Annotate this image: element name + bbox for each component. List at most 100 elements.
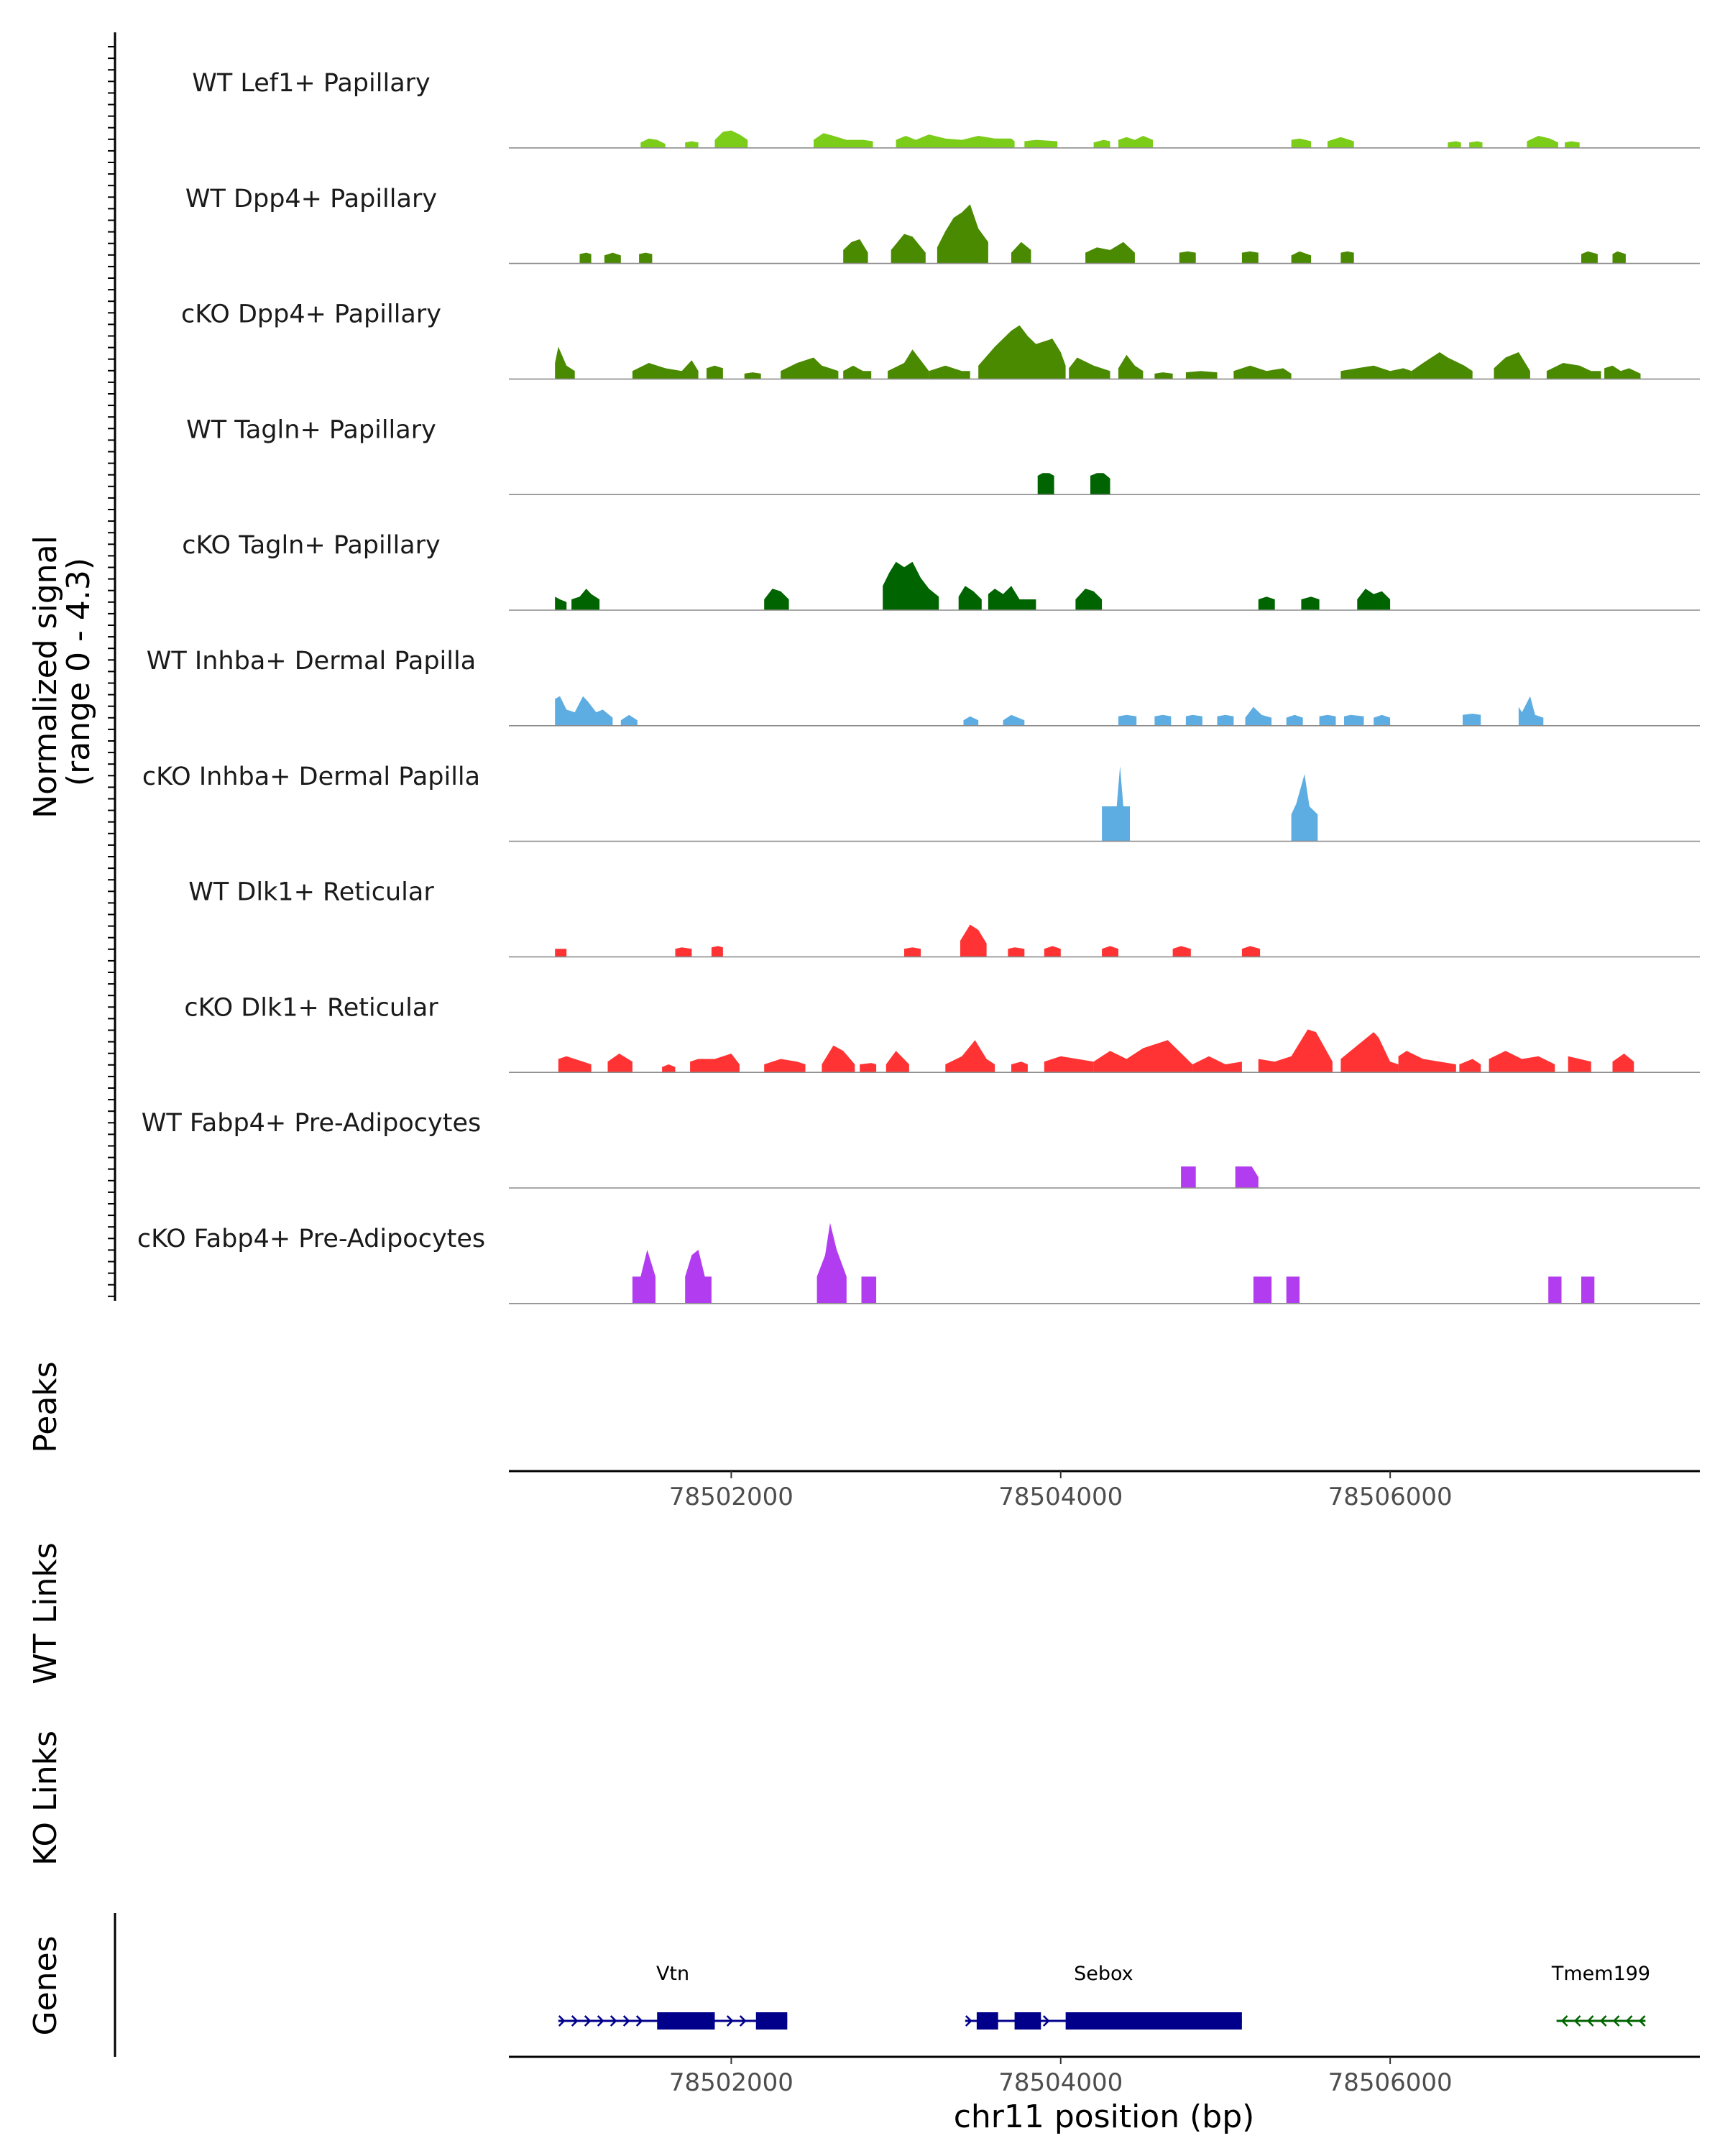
track-label-7: cKO Inhba+ Dermal Papilla <box>142 763 480 791</box>
coverage-peak <box>640 138 666 148</box>
coverage-peak <box>904 947 921 957</box>
track-label-10: WT Fabp4+ Pre-Adipocytes <box>142 1109 481 1138</box>
strand-chevron <box>1586 2015 1594 2027</box>
coverage-peak <box>1258 1029 1333 1073</box>
coverage-peak <box>896 134 1015 148</box>
coverage-peak <box>555 949 567 957</box>
coverage-peak <box>1253 1276 1272 1304</box>
y-title-line-2: (range 0 - 4.3) <box>60 558 97 786</box>
coverage-peak <box>1011 241 1031 264</box>
coverage-peak <box>607 1054 632 1073</box>
coverage-peak <box>1546 363 1601 379</box>
coverage-y-title: Normalized signal (range 0 - 4.3) <box>27 525 97 819</box>
strand-chevron <box>1625 2015 1633 2027</box>
coverage-peak <box>685 1250 712 1304</box>
coverage-peak <box>937 204 988 264</box>
coverage-peak <box>886 1051 909 1073</box>
strand-chevron <box>1638 2015 1646 2027</box>
x-tick-label: 78502000 <box>669 2068 794 2097</box>
coverage-peak <box>1469 141 1483 148</box>
coverage-peak <box>860 1063 877 1073</box>
genes-x-ticks: 78502000 78504000 78506000 <box>669 2057 1453 2097</box>
coverage-peak <box>1245 706 1272 726</box>
coverage-peak <box>1179 251 1196 264</box>
coverage-peak <box>1411 352 1473 379</box>
coverage-peak <box>1233 365 1292 379</box>
track-1: WT Lef1+ Papillary <box>192 69 1700 149</box>
coverage-peak <box>707 365 723 379</box>
coverage-peak <box>1374 714 1391 726</box>
track-10: WT Fabp4+ Pre-Adipocytes <box>142 1109 1700 1189</box>
exon-block <box>657 2012 715 2030</box>
track-label-6: WT Inhba+ Dermal Papilla <box>147 647 476 676</box>
strand-chevron <box>1042 2015 1050 2027</box>
track-label-8: WT Dlk1+ Reticular <box>188 878 434 907</box>
track-7: cKO Inhba+ Dermal Papilla <box>142 763 1700 842</box>
strand-chevron <box>610 2015 617 2027</box>
track-11: cKO Fabp4+ Pre-Adipocytes <box>137 1222 1700 1304</box>
coverage-peak <box>1463 714 1481 726</box>
coverage-peak <box>632 1250 656 1304</box>
coverage-peak <box>1340 251 1354 264</box>
strand-chevron <box>558 2015 566 2027</box>
coverage-peak <box>814 133 873 148</box>
coverage-peak <box>1612 1054 1634 1073</box>
coverage-peak <box>711 946 723 957</box>
coverage-peak <box>1093 1040 1193 1073</box>
coverage-peak <box>929 365 970 379</box>
coverage-peak <box>1011 1061 1028 1073</box>
coverage-peak <box>1398 1051 1456 1073</box>
track-label-11: cKO Fabp4+ Pre-Adipocytes <box>137 1225 485 1253</box>
coverage-peak <box>1075 589 1103 610</box>
gene-label: Vtn <box>656 1963 689 1985</box>
coverage-peak <box>1448 141 1461 148</box>
gene-vtn: Vtn <box>558 1963 788 2030</box>
coverage-peak <box>1192 1056 1242 1073</box>
track-label-5: cKO Tagln+ Papillary <box>182 531 441 560</box>
x-tick-label: 78502000 <box>669 1483 794 1511</box>
coverage-peak <box>1093 139 1110 148</box>
track-2: WT Dpp4+ Papillary <box>185 185 1700 264</box>
exon-block <box>976 2012 998 2030</box>
coverage-peak <box>1217 714 1234 726</box>
coverage-peak <box>781 357 839 379</box>
coverage-peak <box>1044 946 1061 957</box>
coverage-peak <box>1003 714 1025 726</box>
coverage-peak <box>1494 352 1530 379</box>
strand-chevron <box>584 2015 592 2027</box>
coverage-peak <box>1565 141 1580 148</box>
strand-chevron <box>1573 2015 1581 2027</box>
gene-tmem199: Tmem199 <box>1551 1963 1650 2027</box>
coverage-peak <box>1489 1051 1555 1073</box>
coverage-tracks: WT Lef1+ Papillary WT Dpp4+ Papillary cKO … <box>137 69 1700 1304</box>
track-3: cKO Dpp4+ Papillary <box>181 300 1700 380</box>
coverage-peak <box>843 239 868 264</box>
coverage-peak <box>744 372 761 379</box>
track-label-3: cKO Dpp4+ Papillary <box>181 300 441 329</box>
strand-chevron <box>1599 2015 1607 2027</box>
exon-block <box>1014 2012 1041 2030</box>
coverage-peak <box>579 252 592 264</box>
strand-chevron <box>571 2015 579 2027</box>
coverage-peak <box>1527 136 1558 148</box>
coverage-peak <box>1185 371 1218 379</box>
coverage-peak <box>1102 946 1118 957</box>
coverage-peak <box>1568 1056 1591 1073</box>
x-tick-label: 78504000 <box>998 2068 1123 2097</box>
ko-links-panel-title: KO Links <box>27 1731 64 1866</box>
coverage-peak <box>1185 714 1202 726</box>
exon-block <box>1065 2012 1242 2030</box>
coverage-peak <box>1340 365 1412 379</box>
x-axis-title: chr11 position (bp) <box>954 2099 1255 2135</box>
peaks-panel-title: Peaks <box>27 1361 64 1452</box>
coverage-peak <box>558 1056 592 1073</box>
coverage-peak <box>1581 1276 1595 1304</box>
coverage-peak <box>1241 946 1261 957</box>
coverage-peak <box>963 716 979 726</box>
strand-chevron <box>1560 2015 1568 2027</box>
coverage-peak <box>816 1222 847 1304</box>
coverage-peak <box>685 141 699 148</box>
coverage-peak <box>662 1064 676 1073</box>
coverage-peak <box>1102 765 1130 842</box>
wt-links-panel-title: WT Links <box>27 1542 64 1684</box>
